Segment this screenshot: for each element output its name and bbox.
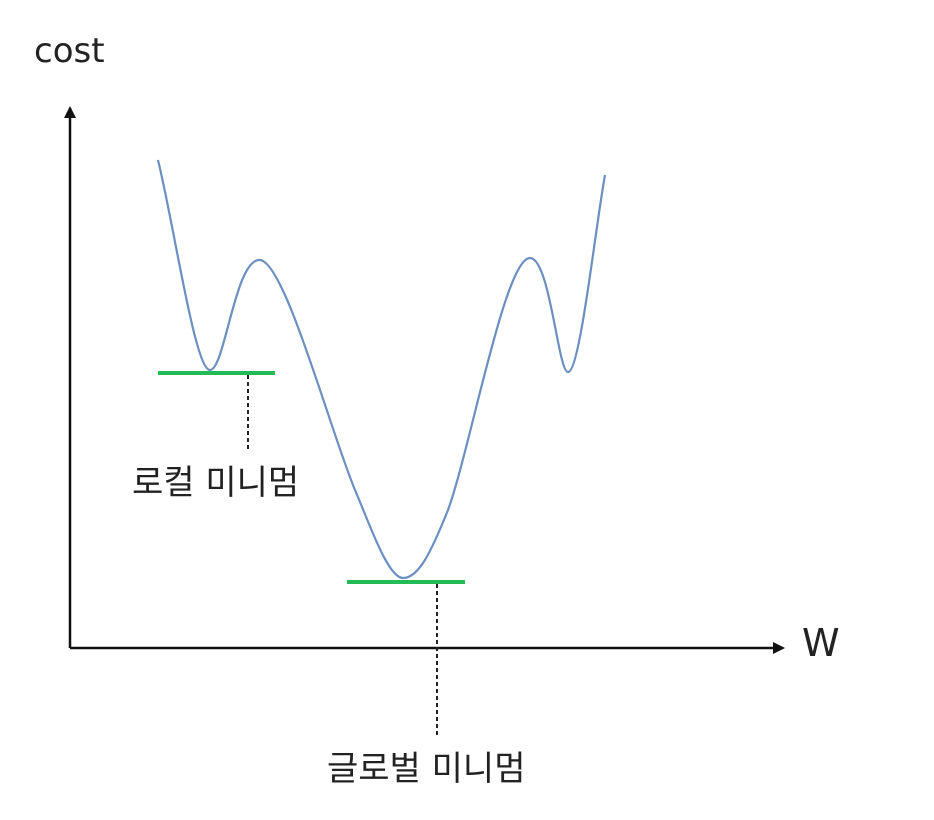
x-axis-label: W	[802, 621, 840, 665]
y-axis-label: cost	[34, 31, 105, 71]
global-minimum-label: 글로벌 미니멈	[327, 749, 526, 789]
cost-curve	[156, 159, 607, 580]
local-minimum-label: 로컬 미니멈	[132, 463, 299, 503]
